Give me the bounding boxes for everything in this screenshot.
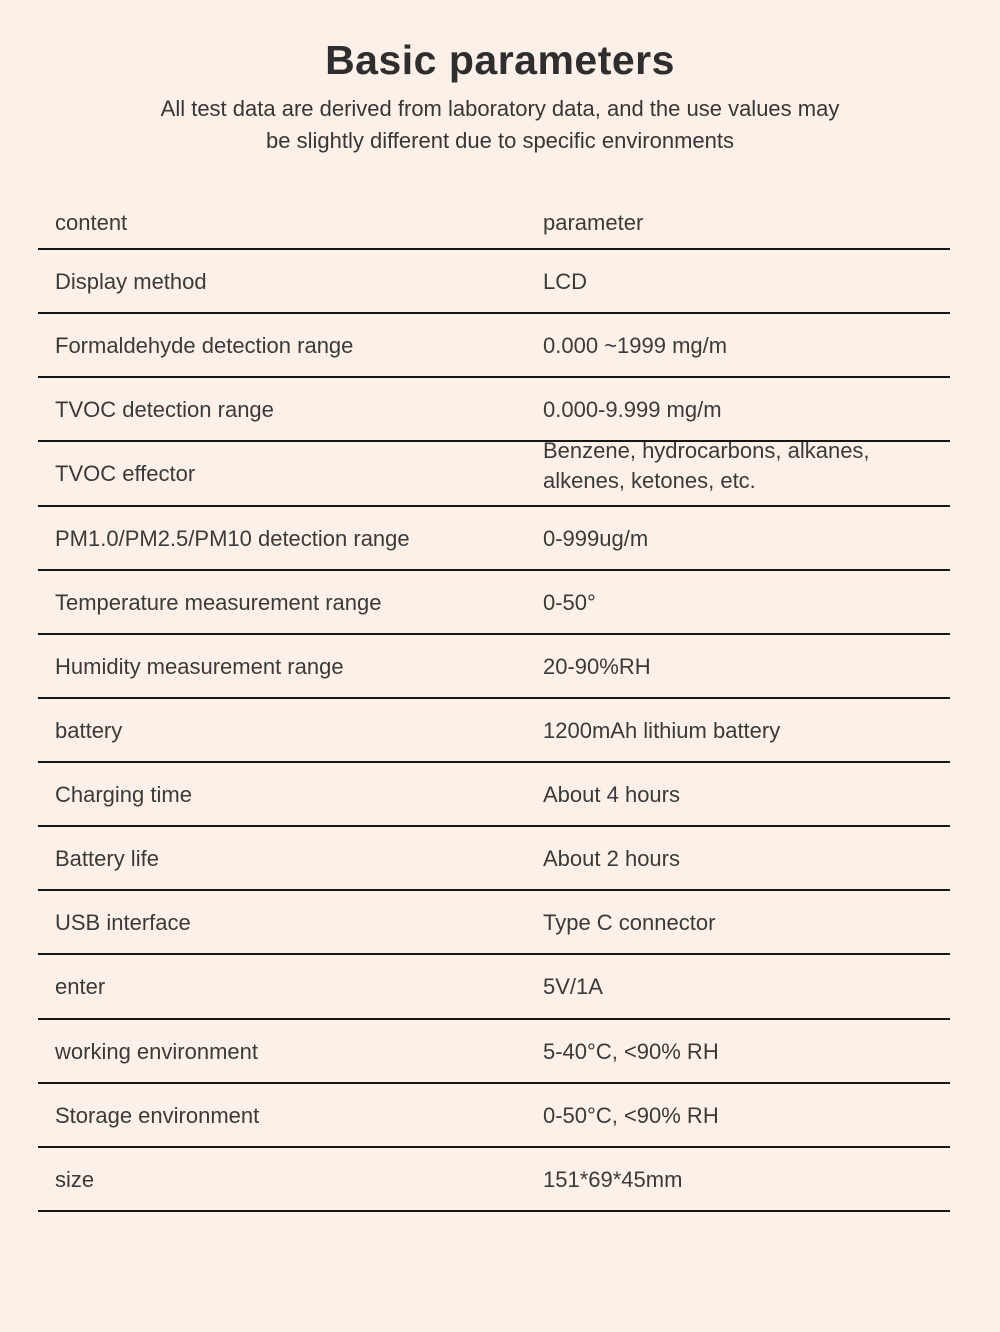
row-label: Display method — [55, 269, 207, 295]
row-value: About 4 hours — [543, 782, 680, 808]
row-value: 5-40°C, <90% RH — [543, 1038, 719, 1064]
header-value-cell: parameter — [543, 210, 644, 235]
row-value: Type C connector — [543, 910, 716, 936]
table-row-display-method: Display method LCD — [38, 250, 950, 315]
row-value: Benzene, hydrocarbons, alkanes, alkenes,… — [543, 436, 950, 496]
row-value: About 2 hours — [543, 846, 680, 872]
row-value: LCD — [543, 269, 588, 295]
row-value: 20-90%RH — [543, 653, 651, 679]
row-value: 0.000-9.999 mg/m — [543, 397, 722, 423]
row-value: 0-50° — [543, 589, 596, 615]
table-row-size: size 151*69*45mm — [38, 1148, 950, 1213]
spec-table: content parameter Display method LCD For… — [38, 196, 950, 1213]
table-row-humidity-range: Humidity measurement range 20-90%RH — [38, 635, 950, 700]
row-value: 151*69*45mm — [543, 1166, 683, 1192]
row-label: Temperature measurement range — [55, 589, 382, 615]
row-label: size — [55, 1166, 95, 1192]
table-row-working-environment: working environment 5-40°C, <90% RH — [38, 1020, 950, 1084]
table-header-row: content parameter — [38, 196, 950, 250]
table-row-battery-life: Battery life About 2 hours — [38, 827, 950, 892]
table-row-enter: enter 5V/1A — [38, 955, 950, 1020]
table-row-tvoc-range: TVOC detection range 0.000-9.999 mg/m — [38, 378, 950, 443]
row-label: working environment — [55, 1038, 258, 1064]
row-label: enter — [55, 974, 106, 1000]
page-subtitle: All test data are derived from laborator… — [0, 93, 1000, 157]
row-value: 0.000 ~1999 mg/m — [543, 333, 728, 359]
row-label: Formaldehyde detection range — [55, 333, 354, 359]
page-subtitle-line1: All test data are derived from laborator… — [160, 96, 840, 121]
row-label: Battery life — [55, 846, 159, 872]
table-row-storage-environment: Storage environment 0-50°C, <90% RH — [38, 1084, 950, 1148]
row-value-line1: Benzene, hydrocarbons, alkanes, — [543, 438, 870, 464]
row-value: 1200mAh lithium battery — [543, 717, 781, 743]
page-subtitle-line2: be slightly different due to specific en… — [266, 128, 734, 153]
table-row-usb-interface: USB interface Type C connector — [38, 891, 950, 956]
table-row-formaldehyde-range: Formaldehyde detection range 0.000 ~1999… — [38, 314, 950, 379]
row-value-line2: alkenes, ketones, etc. — [543, 468, 756, 494]
row-label: battery — [55, 717, 123, 743]
table-row-charging-time: Charging time About 4 hours — [38, 763, 950, 828]
table-row-temperature-range: Temperature measurement range 0-50° — [38, 571, 950, 635]
table-row-tvoc-effector: TVOC effector Benzene, hydrocarbons, alk… — [38, 438, 950, 507]
page-title: Basic parameters — [325, 37, 675, 83]
row-label: Storage environment — [55, 1102, 260, 1128]
row-label: Charging time — [55, 782, 192, 808]
row-label: USB interface — [55, 910, 191, 936]
row-value: 0-50°C, <90% RH — [543, 1102, 719, 1128]
row-value: 0-999ug/m — [543, 525, 649, 551]
row-label: Humidity measurement range — [55, 653, 344, 679]
row-label: TVOC effector — [55, 461, 196, 487]
header-label-cell: content — [55, 210, 128, 235]
table-row-pm-range: PM1.0/PM2.5/PM10 detection range 0-999ug… — [38, 507, 950, 571]
row-value: 5V/1A — [543, 974, 603, 1000]
table-row-battery: battery 1200mAh lithium battery — [38, 699, 950, 764]
row-label: TVOC detection range — [55, 397, 274, 423]
row-label: PM1.0/PM2.5/PM10 detection range — [55, 525, 410, 551]
